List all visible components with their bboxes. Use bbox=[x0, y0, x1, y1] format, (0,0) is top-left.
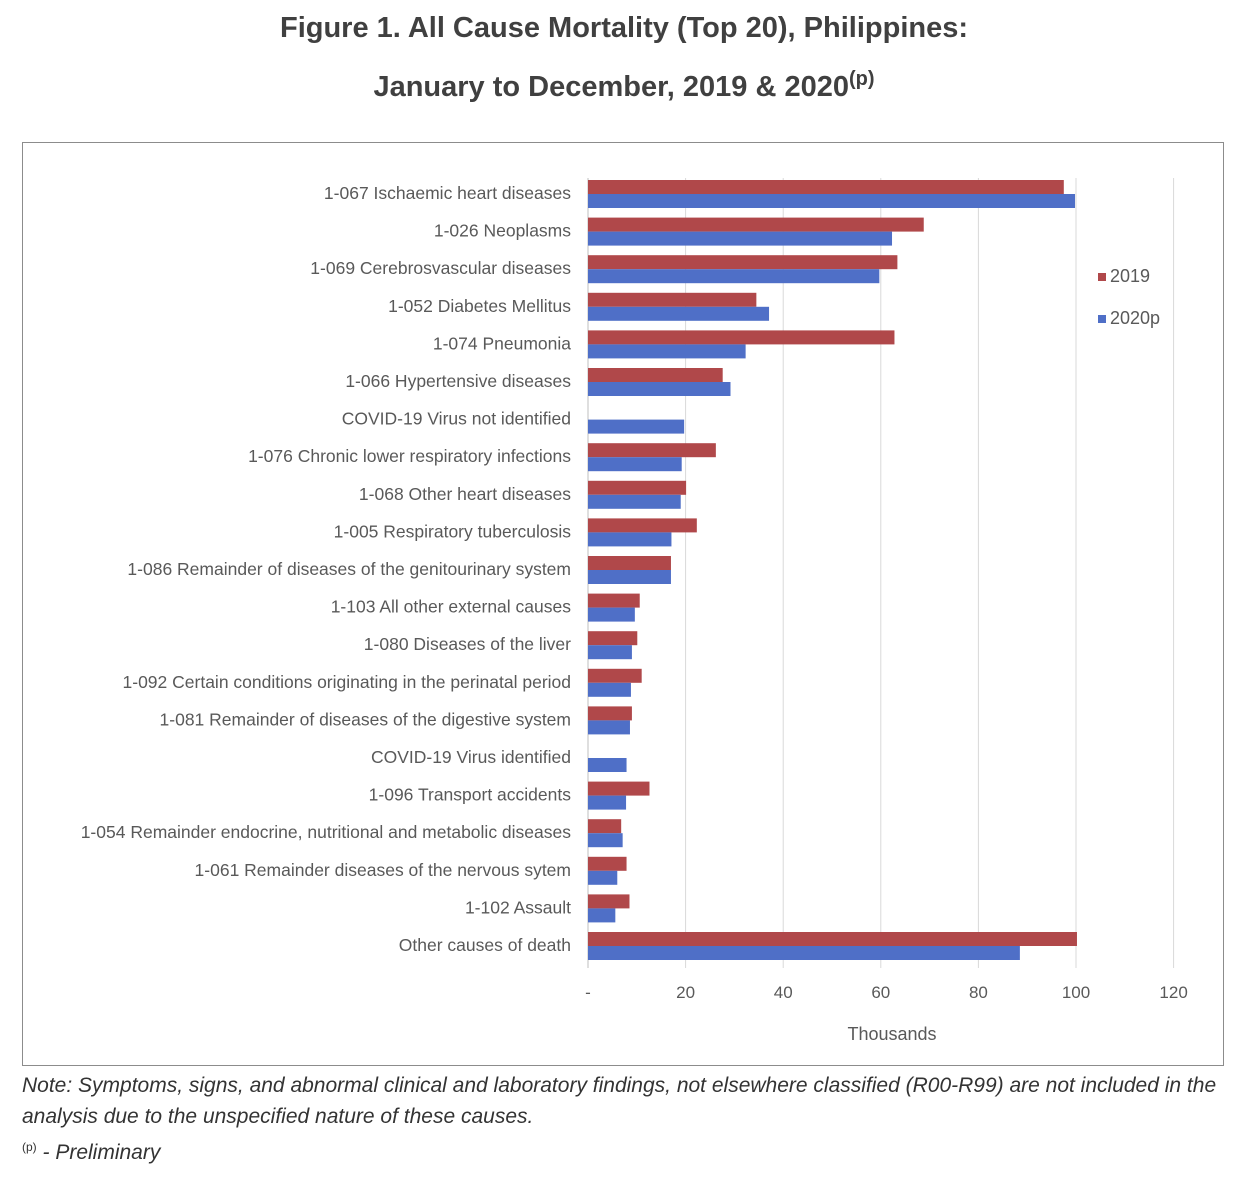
bar-2019 bbox=[588, 556, 671, 570]
category-label: 1-066 Hypertensive diseases bbox=[345, 371, 571, 391]
category-label: 1-061 Remainder diseases of the nervous … bbox=[195, 860, 571, 880]
x-tick-label: 100 bbox=[1062, 983, 1090, 1002]
bar-2020p bbox=[588, 306, 770, 321]
bar-2019 bbox=[588, 180, 1064, 194]
category-label: 1-076 Chronic lower respiratory infectio… bbox=[248, 446, 571, 466]
bar-2020p bbox=[588, 570, 671, 584]
bar-2020p bbox=[588, 494, 681, 509]
category-label: 1-054 Remainder endocrine, nutritional a… bbox=[81, 822, 572, 842]
footnote-text: - Preliminary bbox=[36, 1141, 161, 1164]
x-tick-label: 80 bbox=[969, 983, 988, 1002]
bar-2020p bbox=[588, 758, 627, 772]
category-label: 1-081 Remainder of diseases of the diges… bbox=[160, 709, 571, 729]
legend-label-2019: 2019 bbox=[1110, 266, 1150, 286]
bar-2019 bbox=[588, 894, 630, 909]
category-label: 1-005 Respiratory tuberculosis bbox=[334, 521, 572, 541]
category-label: 1-096 Transport accidents bbox=[369, 785, 572, 805]
chart-title-line2: January to December, 2019 & 2020(p) bbox=[0, 68, 1248, 104]
category-label: 1-069 Cerebrosvascular diseases bbox=[310, 258, 571, 278]
bar-2019 bbox=[588, 368, 723, 382]
bar-2020p bbox=[588, 720, 630, 735]
bar-2019 bbox=[588, 480, 687, 495]
category-label: 1-086 Remainder of diseases of the genit… bbox=[127, 559, 571, 579]
chart-title-line2-text: January to December, 2019 & 2020 bbox=[373, 71, 849, 103]
category-labels: 1-067 Ischaemic heart diseases 1-026 Neop… bbox=[81, 183, 572, 955]
category-label: COVID-19 Virus identified bbox=[371, 747, 571, 767]
chart-title-line1: Figure 1. All Cause Mortality (Top 20), … bbox=[279, 12, 969, 44]
bar-2020p bbox=[588, 795, 627, 810]
category-label: 1-080 Diseases of the liver bbox=[364, 634, 571, 654]
category-label: 1-068 Other heart diseases bbox=[359, 484, 571, 504]
bar-2020p bbox=[588, 382, 731, 396]
bar-2020p bbox=[588, 833, 623, 848]
legend-label-2020p: 2020p bbox=[1110, 308, 1160, 328]
bar-2020p bbox=[588, 682, 631, 697]
chart-note: Note: Symptoms, signs, and abnormal clin… bbox=[22, 1070, 1232, 1168]
x-tick-label: 60 bbox=[871, 983, 890, 1002]
bar-2020p bbox=[588, 344, 746, 359]
category-label: 1-026 Neoplasms bbox=[434, 221, 571, 241]
bar-2020p bbox=[588, 946, 1020, 960]
chart-title-superscript: (p) bbox=[849, 68, 875, 90]
x-tick-label: 20 bbox=[676, 983, 695, 1002]
x-tick-label: 120 bbox=[1159, 983, 1187, 1002]
bar-2019 bbox=[588, 631, 638, 646]
x-tick-label: - bbox=[585, 983, 591, 1002]
bar-2020p bbox=[588, 269, 880, 284]
note-text: Note: Symptoms, signs, and abnormal clin… bbox=[22, 1074, 1217, 1128]
bar-2019 bbox=[588, 217, 924, 232]
bar-2019 bbox=[588, 781, 650, 796]
category-label: 1-103 All other external causes bbox=[331, 597, 572, 617]
category-label: 1-092 Certain conditions originating in … bbox=[123, 672, 571, 692]
bar-2019 bbox=[588, 668, 642, 683]
footnote-superscript: (p) bbox=[22, 1140, 37, 1154]
bar-2020p bbox=[588, 194, 1076, 208]
bar-2019 bbox=[588, 706, 632, 721]
bar-2019 bbox=[588, 856, 627, 871]
x-axis-label: Thousands bbox=[847, 1024, 936, 1044]
category-label: 1-102 Assault bbox=[465, 897, 571, 917]
category-label: 1-052 Diabetes Mellitus bbox=[388, 296, 571, 316]
bar-2020p bbox=[588, 231, 893, 246]
chart-frame bbox=[22, 142, 1224, 1066]
legend-swatch-2019 bbox=[1098, 273, 1106, 281]
bar-2019 bbox=[588, 330, 895, 345]
bar-2020p bbox=[588, 908, 616, 923]
x-tick-label: 40 bbox=[774, 983, 793, 1002]
category-label: 1-074 Pneumonia bbox=[433, 333, 571, 353]
bar-2020p bbox=[588, 870, 618, 885]
bar-2020p bbox=[588, 645, 632, 660]
bar-2020p bbox=[588, 532, 672, 547]
bar-2019 bbox=[588, 443, 716, 458]
category-label: 1-067 Ischaemic heart diseases bbox=[324, 183, 571, 203]
bar-2020p bbox=[588, 607, 635, 622]
bar-2019 bbox=[588, 292, 757, 307]
x-tick-labels: - 20 40 60 80 100 120 bbox=[585, 983, 1188, 1002]
legend: 2019 2020p bbox=[1098, 266, 1160, 328]
bar-2019 bbox=[588, 932, 1077, 946]
category-label: COVID-19 Virus not identified bbox=[342, 409, 571, 429]
category-label: Other causes of death bbox=[399, 935, 571, 955]
bar-2020p bbox=[588, 457, 682, 472]
bar-2020p bbox=[588, 419, 685, 434]
legend-swatch-2020p bbox=[1098, 315, 1106, 323]
bar-2019 bbox=[588, 819, 622, 834]
bar-2019 bbox=[588, 518, 697, 533]
bar-2019 bbox=[588, 255, 898, 270]
bar-series bbox=[588, 180, 1077, 960]
bar-2019 bbox=[588, 593, 640, 608]
